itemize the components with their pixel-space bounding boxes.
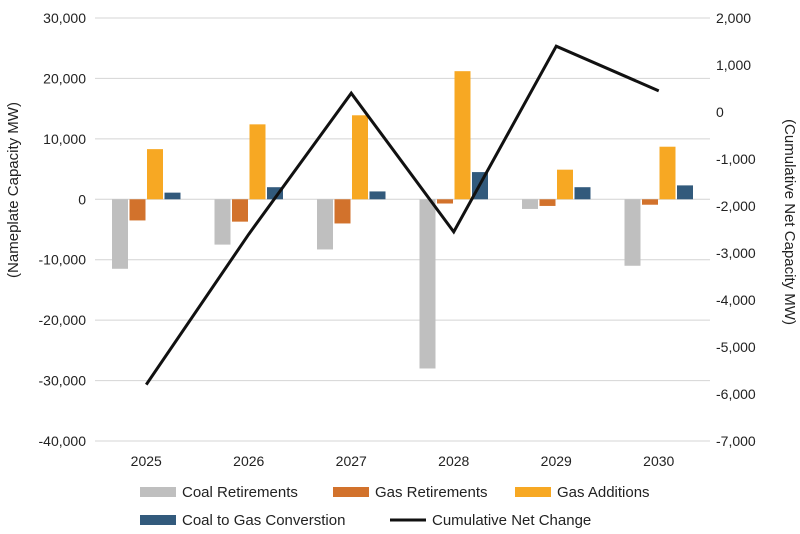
legend-label: Cumulative Net Change bbox=[432, 512, 591, 529]
bar bbox=[437, 199, 453, 204]
legend-swatch bbox=[515, 487, 551, 497]
left-tick-label: -40,000 bbox=[39, 433, 87, 449]
x-tick-label: 2029 bbox=[541, 453, 572, 469]
bar bbox=[164, 192, 181, 200]
bar bbox=[249, 124, 266, 200]
bar bbox=[112, 199, 128, 269]
right-tick-label: 0 bbox=[716, 104, 724, 120]
legend: Coal Retirements Gas Retirements Gas Addit… bbox=[140, 484, 650, 529]
x-tick-label: 2028 bbox=[438, 453, 469, 469]
right-tick-label: -1,000 bbox=[716, 151, 756, 167]
bar bbox=[419, 199, 436, 369]
left-axis-title: (Nameplate Capacity MW) bbox=[5, 102, 22, 278]
right-tick-label: 1,000 bbox=[716, 57, 751, 73]
right-axis-ticks: 2,000 1,000 0 -1,000 -2,000 -3,000 -4,000 -5,00… bbox=[716, 10, 756, 449]
right-axis-title: (Cumulative Net Capacity MW) bbox=[781, 119, 798, 325]
bar bbox=[624, 199, 641, 266]
bar bbox=[677, 185, 693, 200]
bar bbox=[317, 199, 333, 250]
left-tick-label: -20,000 bbox=[39, 312, 87, 328]
bar bbox=[129, 199, 146, 221]
bar bbox=[232, 199, 248, 222]
bar bbox=[214, 199, 231, 245]
legend-label: Gas Additions bbox=[557, 484, 650, 501]
x-tick-label: 2026 bbox=[233, 453, 264, 469]
bar bbox=[539, 199, 556, 206]
legend-label: Coal Retirements bbox=[182, 484, 298, 501]
left-tick-label: 0 bbox=[78, 191, 86, 207]
bar bbox=[659, 146, 676, 200]
legend-swatch bbox=[333, 487, 369, 497]
series-line bbox=[145, 44, 660, 386]
bar bbox=[369, 191, 386, 200]
bar bbox=[352, 115, 368, 200]
right-tick-label: -2,000 bbox=[716, 198, 756, 214]
bar bbox=[147, 149, 163, 200]
x-tick-label: 2027 bbox=[336, 453, 367, 469]
right-tick-label: -4,000 bbox=[716, 292, 756, 308]
right-tick-label: 2,000 bbox=[716, 10, 751, 26]
bar bbox=[642, 199, 658, 205]
legend-label: Gas Retirements bbox=[375, 484, 488, 501]
x-axis-ticks: 2025 2026 2027 2028 2029 2030 bbox=[131, 453, 675, 469]
right-tick-label: -5,000 bbox=[716, 339, 756, 355]
bar bbox=[557, 169, 573, 200]
bar bbox=[574, 187, 591, 200]
gridlines bbox=[95, 17, 710, 442]
bar bbox=[522, 199, 538, 209]
legend-label: Coal to Gas Converstion bbox=[182, 512, 345, 529]
cumulative-line bbox=[145, 44, 660, 386]
x-tick-label: 2030 bbox=[643, 453, 674, 469]
left-tick-label: 30,000 bbox=[43, 10, 86, 26]
right-tick-label: -7,000 bbox=[716, 433, 756, 449]
legend-swatch bbox=[140, 515, 176, 525]
left-tick-label: -30,000 bbox=[39, 373, 87, 389]
bar bbox=[454, 71, 471, 200]
right-tick-label: -6,000 bbox=[716, 386, 756, 402]
left-axis-ticks: 30,000 20,000 10,000 0 -10,000 -20,000 -30,000… bbox=[39, 10, 87, 449]
x-tick-label: 2025 bbox=[131, 453, 162, 469]
legend-swatch bbox=[140, 487, 176, 497]
left-tick-label: 10,000 bbox=[43, 131, 86, 147]
left-tick-label: 20,000 bbox=[43, 70, 86, 86]
right-tick-label: -3,000 bbox=[716, 245, 756, 261]
bar bbox=[334, 199, 351, 224]
left-tick-label: -10,000 bbox=[39, 252, 87, 268]
bars bbox=[112, 71, 693, 369]
